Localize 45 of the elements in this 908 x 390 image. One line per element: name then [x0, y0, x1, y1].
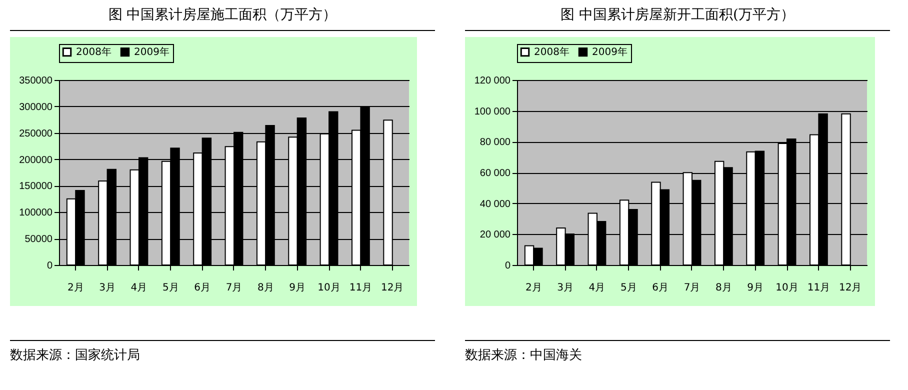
x-tick-label: 5月 [162, 282, 179, 294]
x-tick-label: 7月 [226, 282, 242, 294]
x-tick-label: 12月 [381, 282, 404, 294]
x-tick-label: 4月 [130, 282, 148, 294]
y-tick-label: 200000 [19, 154, 53, 166]
chart-title: 图 中国累计房屋新开工面积(万平方） [465, 4, 890, 31]
y-tick-label: 0 [504, 260, 511, 272]
y-tick-label: 150000 [19, 181, 53, 192]
x-tick-label: 2月 [525, 282, 542, 294]
y-tick-label: 80 000 [480, 137, 511, 148]
y-tick-label: 100 000 [474, 106, 511, 118]
x-tick-label: 5月 [620, 282, 637, 294]
y-tick-label: 350000 [19, 76, 53, 86]
x-tick-label: 10月 [776, 282, 798, 294]
y-tick-label: 50000 [24, 234, 53, 246]
chart-title: 图 中国累计房屋施工面积（万平方） [10, 4, 435, 31]
y-tick-label: 120 000 [474, 76, 511, 86]
y-tick-label: 300000 [19, 102, 53, 113]
x-tick-label: 2月 [67, 282, 84, 294]
y-tick-label: 250000 [19, 128, 53, 140]
source-note: 数据来源：国家统计局 [10, 340, 435, 364]
x-tick-label: 9月 [289, 282, 306, 294]
legend-label: 2009年 [592, 46, 628, 58]
x-tick-label: 8月 [257, 282, 274, 294]
legend-label: 2008年 [76, 46, 112, 58]
y-tick-label: 100000 [19, 208, 53, 219]
x-tick-label: 6月 [652, 282, 669, 294]
legend-label: 2009年 [134, 46, 170, 58]
y-tick-label: 60 000 [480, 168, 511, 179]
x-tick-label: 3月 [557, 282, 574, 294]
source-note: 数据来源：中国海关 [465, 340, 890, 364]
y-tick-label: 0 [46, 260, 53, 272]
x-tick-label: 7月 [684, 282, 700, 294]
x-tick-label: 9月 [747, 282, 764, 294]
x-tick-label: 10月 [318, 282, 340, 294]
legend-label: 2008年 [534, 46, 570, 58]
y-tick-label: 20 000 [480, 230, 511, 241]
x-tick-label: 8月 [715, 282, 732, 294]
x-tick-label: 11月 [349, 282, 372, 294]
x-tick-label: 11月 [807, 282, 830, 294]
x-tick-label: 6月 [194, 282, 211, 294]
x-tick-label: 4月 [588, 282, 606, 294]
y-tick-label: 40 000 [480, 198, 511, 210]
x-tick-label: 3月 [99, 282, 116, 294]
x-tick-label: 12月 [839, 282, 862, 294]
